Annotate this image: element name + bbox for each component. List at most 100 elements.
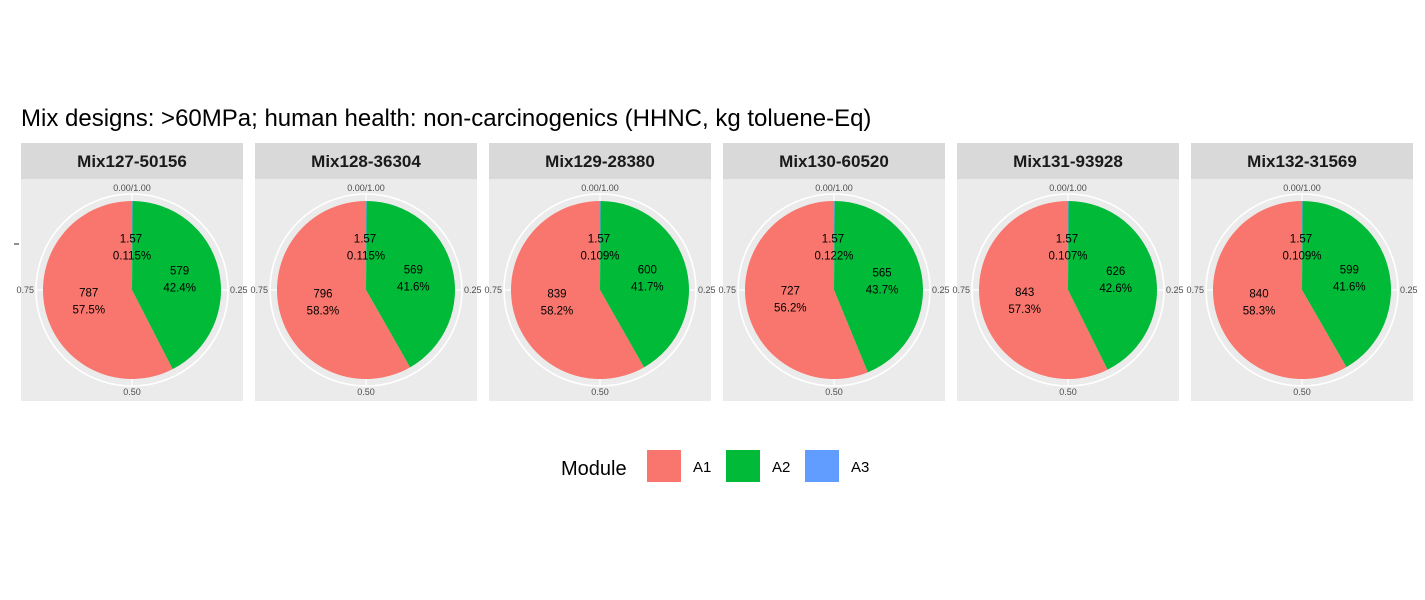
facet-strip xyxy=(957,143,1179,179)
facet-panel: Mix130-60520 0.00/1.00 0.25 0.50 0.75 727 56.2… xyxy=(718,143,950,401)
angle-tick-label: 0.50 xyxy=(123,387,141,397)
pie-slice-a1 xyxy=(42,201,173,380)
angle-tick-label: 0.50 xyxy=(591,387,609,397)
slice-percent-label: 41.6% xyxy=(1333,282,1366,294)
angle-tick-label: 0.75 xyxy=(718,285,736,295)
slice-percent-label: 57.5% xyxy=(72,304,105,316)
legend-title: Module xyxy=(561,458,627,480)
slice-percent-label: 0.109% xyxy=(1282,251,1321,263)
pie-slice-a2 xyxy=(132,201,221,370)
slice-value-label: 1.57 xyxy=(1290,234,1312,246)
angle-tick-label: 0.25 xyxy=(1400,285,1418,295)
facet-strip-label: Mix128-36304 xyxy=(311,152,421,171)
legend-key-a1 xyxy=(647,450,681,482)
pie-slice-a3 xyxy=(132,201,133,290)
slice-percent-label: 0.107% xyxy=(1048,251,1087,263)
slice-value-label: 1.57 xyxy=(1056,234,1078,246)
slice-value-label: 569 xyxy=(404,265,423,277)
facet-strip xyxy=(255,143,477,179)
angle-tick-label: 0.00/1.00 xyxy=(815,183,853,193)
angle-tick-label: 0.25 xyxy=(464,285,482,295)
angle-tick-label: 0.00/1.00 xyxy=(113,183,151,193)
slice-percent-label: 42.6% xyxy=(1099,283,1132,295)
slice-percent-label: 0.122% xyxy=(814,251,853,263)
slice-value-label: 840 xyxy=(1249,288,1268,300)
facet-panel: Mix128-36304 0.00/1.00 0.25 0.50 0.75 796 58.3… xyxy=(250,143,482,401)
slice-value-label: 839 xyxy=(547,288,566,300)
angle-tick-label: 0.25 xyxy=(230,285,248,295)
angle-tick-label: 0.75 xyxy=(484,285,502,295)
facet-strip xyxy=(1191,143,1413,179)
slice-percent-label: 58.2% xyxy=(541,305,574,317)
legend-key-a3 xyxy=(805,450,839,482)
slice-value-label: 1.57 xyxy=(120,234,142,246)
slice-value-label: 796 xyxy=(313,288,332,300)
slice-percent-label: 41.6% xyxy=(397,282,430,294)
angle-tick-label: 0.00/1.00 xyxy=(581,183,619,193)
facet-strip-label: Mix130-60520 xyxy=(779,152,889,171)
pie-slice-a1 xyxy=(1213,201,1347,379)
slice-percent-label: 58.3% xyxy=(307,305,340,317)
pie-slice-a2 xyxy=(600,201,689,368)
angle-tick-label: 0.75 xyxy=(250,285,268,295)
angle-tick-label: 0.50 xyxy=(1293,387,1311,397)
facet-panels: Mix127-50156 0.00/1.00 0.25 0.50 0.75 787 57.5… xyxy=(16,143,1418,401)
slice-value-label: 565 xyxy=(872,268,891,280)
facet-panel: Mix129-28380 0.00/1.00 0.25 0.50 0.75 839 58.2… xyxy=(484,143,716,401)
facet-strip-label: Mix127-50156 xyxy=(77,152,187,171)
angle-tick-label: 0.75 xyxy=(952,285,970,295)
facet-strip-label: Mix132-31569 xyxy=(1247,152,1357,171)
legend-label: A1 xyxy=(693,459,711,476)
angle-tick-label: 0.75 xyxy=(1186,285,1204,295)
slice-percent-label: 43.7% xyxy=(866,285,899,297)
slice-value-label: 1.57 xyxy=(354,234,376,246)
slice-percent-label: 0.109% xyxy=(580,251,619,263)
legend-key-a2 xyxy=(726,450,760,482)
slice-value-label: 1.57 xyxy=(822,234,844,246)
pie-slice-a3 xyxy=(366,201,367,290)
legend: Module A1 A2 A3 xyxy=(561,450,869,482)
facet-strip xyxy=(723,143,945,179)
angle-tick-label: 0.75 xyxy=(16,285,34,295)
slice-value-label: 626 xyxy=(1106,266,1125,278)
slice-percent-label: 42.4% xyxy=(163,283,196,295)
angle-tick-label: 0.25 xyxy=(1166,285,1184,295)
facet-strip-label: Mix131-93928 xyxy=(1013,152,1123,171)
slice-value-label: 1.57 xyxy=(588,234,610,246)
chart-title: Mix designs: >60MPa; human health: non-c… xyxy=(21,105,871,132)
pie-slice-a2 xyxy=(1068,201,1158,370)
slice-value-label: 843 xyxy=(1015,287,1034,299)
slice-percent-label: 57.3% xyxy=(1008,304,1041,316)
pie-slice-a2 xyxy=(834,201,923,373)
pie-slice-a1 xyxy=(979,201,1108,379)
pie-slice-a1 xyxy=(745,201,868,379)
facet-panel: Mix132-31569 0.00/1.00 0.25 0.50 0.75 840 58.3… xyxy=(1186,143,1418,401)
angle-tick-label: 0.50 xyxy=(1059,387,1077,397)
slice-value-label: 579 xyxy=(170,266,189,278)
facet-strip xyxy=(489,143,711,179)
legend-label: A2 xyxy=(772,459,790,476)
pie-slice-a1 xyxy=(277,201,411,379)
pie-slice-a3 xyxy=(600,201,601,290)
angle-tick-label: 0.00/1.00 xyxy=(347,183,385,193)
facet-strip xyxy=(21,143,243,179)
slice-value-label: 727 xyxy=(781,286,800,298)
facet-strip-label: Mix129-28380 xyxy=(545,152,655,171)
angle-tick-label: 0.00/1.00 xyxy=(1283,183,1321,193)
pie-slice-a3 xyxy=(1068,201,1069,290)
slice-percent-label: 58.3% xyxy=(1243,305,1276,317)
pie-slice-a3 xyxy=(834,201,835,290)
angle-tick-label: 0.50 xyxy=(357,387,375,397)
angle-tick-label: 0.25 xyxy=(932,285,950,295)
pie-slice-a2 xyxy=(366,201,455,368)
slice-value-label: 787 xyxy=(79,287,98,299)
slice-percent-label: 41.7% xyxy=(631,282,664,294)
angle-tick-label: 0.50 xyxy=(825,387,843,397)
angle-tick-label: 0.25 xyxy=(698,285,716,295)
slice-percent-label: 0.115% xyxy=(347,251,385,263)
pie-slice-a3 xyxy=(1302,201,1303,290)
slice-percent-label: 56.2% xyxy=(774,303,807,315)
pie-slice-a1 xyxy=(510,201,645,379)
slice-percent-label: 0.115% xyxy=(113,251,151,263)
